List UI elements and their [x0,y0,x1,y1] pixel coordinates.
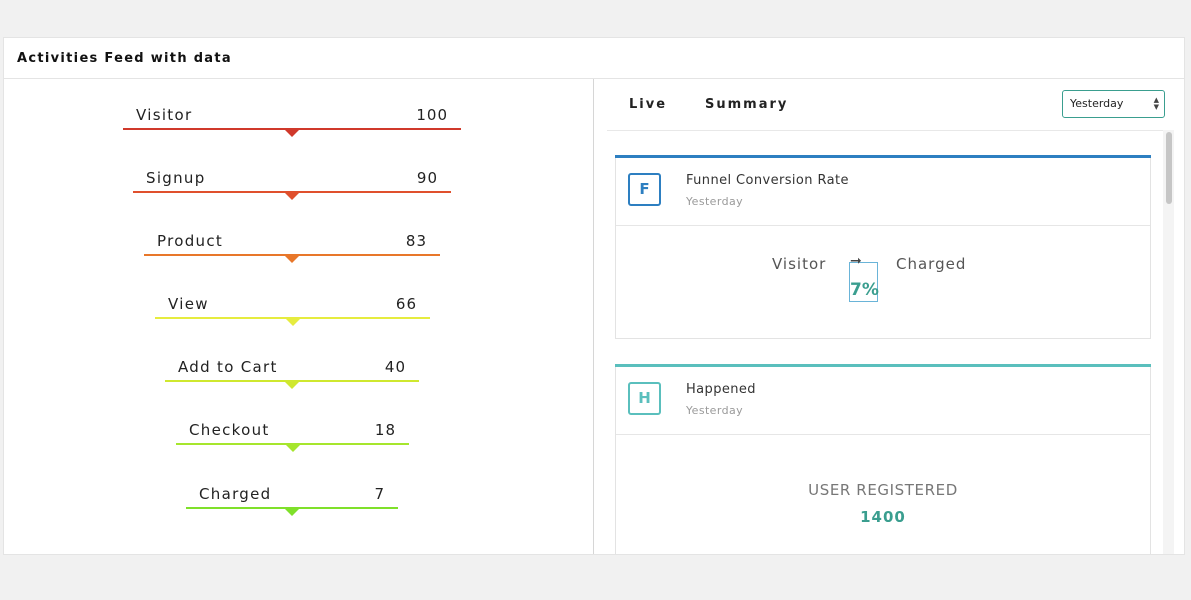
funnel-step-line [176,443,409,445]
conversion-to-step: Charged [896,255,967,273]
feed-tabs: Live Summary Yesterday ▲ ▼ [607,79,1167,131]
funnel-step-label: Charged [199,485,272,503]
conversion-rate-box: ➞ 7% [849,254,879,302]
panel-title: Activities Feed with data [17,51,232,66]
funnel-down-arrow-icon [285,319,300,326]
funnel-step-label: Add to Cart [178,358,278,376]
funnel-conversion-card: F Funnel Conversion Rate Yesterday Visit… [615,155,1151,339]
feed-scroll-area[interactable]: F Funnel Conversion Rate Yesterday Visit… [607,131,1151,554]
arrow-right-icon: ➞ [850,253,862,269]
feed-pane: Live Summary Yesterday ▲ ▼ F Funnel Conve… [595,79,1184,554]
funnel-down-arrow-icon [285,445,300,452]
funnel-step-checkout: Checkout 18 [176,421,409,452]
panel-header: Activities Feed with data [4,38,1184,79]
activities-feed-panel: Activities Feed with data Visitor 100 Si… [3,37,1185,555]
funnel-step-label: Signup [146,169,206,187]
funnel-step-charged: Charged 7 [186,485,398,516]
event-name: USER REGISTERED [808,481,958,499]
funnel-step-label: Visitor [136,106,193,124]
funnel-down-arrow-icon [285,382,299,389]
feed-scrollbar-thumb[interactable] [1166,132,1172,204]
funnel-step-line [186,507,398,509]
card-accent-bar [615,155,1151,158]
card-header: H Happened Yesterday [616,367,1150,435]
card-initial-badge: F [628,173,661,206]
funnel-step-signup: Signup 90 [133,169,451,200]
funnel-down-arrow-icon [285,193,299,200]
funnel-step-value: 66 [395,295,417,313]
card-subtitle: Yesterday [686,404,743,417]
funnel-step-value: 7 [374,485,385,503]
funnel-step-product: Product 83 [144,232,440,263]
card-title: Funnel Conversion Rate [686,173,849,188]
card-initial-badge: H [628,382,661,415]
funnel-step-label: View [168,295,209,313]
funnel-step-label: Checkout [189,421,270,439]
funnel-step-line [133,191,451,193]
funnel-step-add-to-cart: Add to Cart 40 [165,358,419,389]
funnel-step-visitor: Visitor 100 [123,106,461,137]
card-subtitle: Yesterday [686,195,743,208]
funnel-step-value: 100 [416,106,448,124]
period-select[interactable]: Yesterday ▲ ▼ [1062,90,1165,118]
funnel-step-view: View 66 [155,295,430,326]
funnel-step-label: Product [157,232,224,250]
period-select-value: Yesterday [1070,97,1124,110]
funnel-down-arrow-icon [285,130,299,137]
feed-scrollbar[interactable] [1163,130,1174,554]
funnel-down-arrow-icon [285,509,299,516]
funnel-step-value: 18 [374,421,396,439]
funnel-step-line [144,254,440,256]
happened-card: H Happened Yesterday USER REGISTERED 140… [615,364,1151,554]
funnel-step-value: 40 [384,358,406,376]
funnel-pane: Visitor 100 Signup 90 Product 83 View 66… [4,79,594,554]
card-accent-bar [615,364,1151,367]
tab-summary[interactable]: Summary [705,97,789,112]
funnel-step-value: 90 [416,169,438,187]
card-title: Happened [686,382,756,397]
card-header: F Funnel Conversion Rate Yesterday [616,158,1150,226]
funnel-down-arrow-icon [285,256,299,263]
funnel-step-value: 83 [405,232,427,250]
updown-arrows-icon: ▲ ▼ [1153,96,1159,111]
funnel-step-line [155,317,430,319]
conversion-from-step: Visitor [772,255,827,273]
event-count: 1400 [860,508,906,526]
tab-live[interactable]: Live [629,97,668,112]
funnel-step-line [165,380,419,382]
funnel-step-line [123,128,461,130]
conversion-percent: 7% [850,280,879,300]
